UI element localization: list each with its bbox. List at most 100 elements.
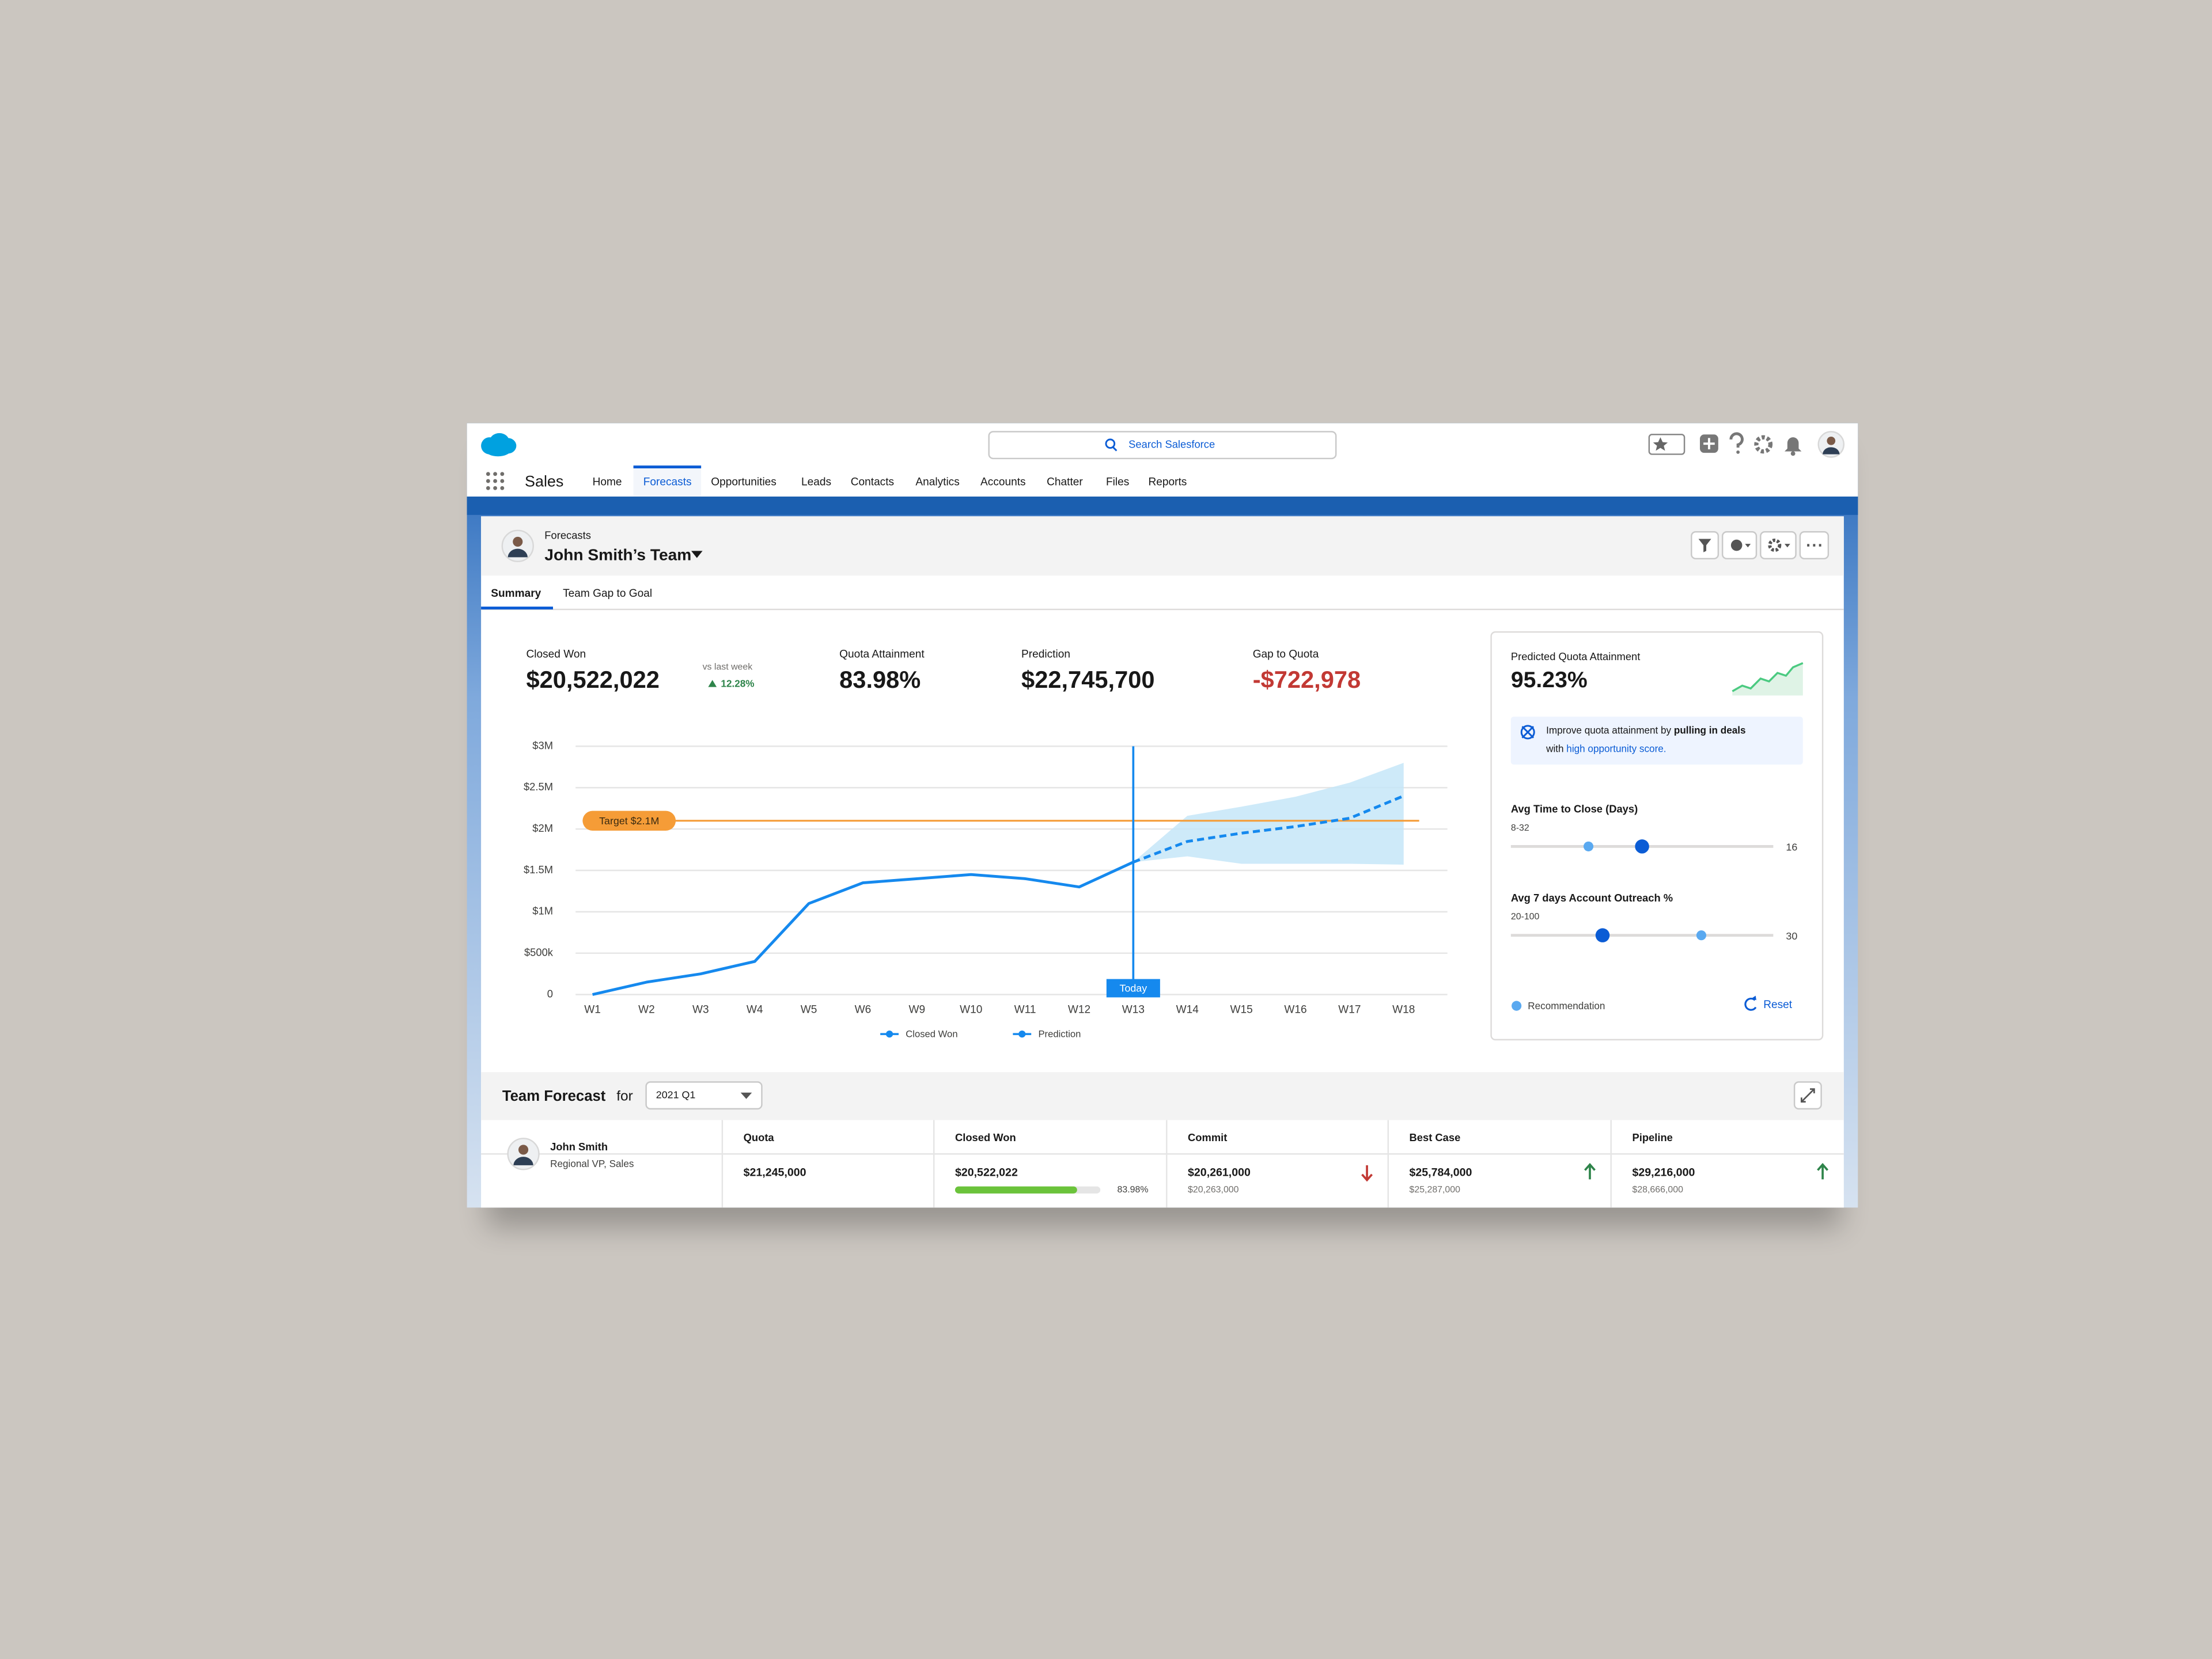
- column-header: Commit: [1188, 1131, 1227, 1143]
- y-tick-label: $2.5M: [524, 781, 553, 793]
- legend-label[interactable]: Closed Won: [906, 1029, 957, 1040]
- column-header: Best Case: [1410, 1131, 1461, 1143]
- kpi-value: $22,745,700: [1021, 666, 1154, 693]
- gear-icon: [1768, 539, 1782, 552]
- nav-item[interactable]: Opportunities: [711, 476, 777, 488]
- avatar-head: [518, 1145, 529, 1155]
- y-tick-label: $1.5M: [524, 863, 553, 876]
- favorites-button[interactable]: [1648, 434, 1685, 455]
- x-tick-label: W13: [1122, 1004, 1145, 1016]
- help-dot: [1736, 450, 1740, 454]
- kpi-label: Closed Won: [526, 648, 586, 660]
- legend-dot: [1018, 1030, 1026, 1038]
- sparkline: [1732, 662, 1804, 692]
- nav-item[interactable]: Chatter: [1047, 476, 1083, 488]
- notifications-button[interactable]: [1784, 437, 1802, 452]
- search-box[interactable]: [988, 431, 1337, 460]
- launcher-dot: [486, 486, 490, 490]
- person-name[interactable]: John Smith: [550, 1141, 608, 1153]
- launcher-dot: [500, 486, 505, 490]
- setup-button[interactable]: [1754, 435, 1773, 454]
- profile-avatar[interactable]: [1817, 431, 1845, 458]
- chart-icon: [1730, 539, 1743, 551]
- person-role: Regional VP, Sales: [550, 1158, 634, 1169]
- cell-value: $21,245,000: [744, 1166, 806, 1179]
- row-avatar: [507, 1138, 540, 1171]
- slider-thumb[interactable]: [1595, 928, 1610, 942]
- nav-item[interactable]: Contacts: [851, 476, 894, 488]
- kpi-change-label: vs last week: [703, 662, 753, 672]
- x-tick-label: W1: [584, 1004, 601, 1016]
- tip-icon-ring: [1520, 725, 1535, 740]
- reset-icon[interactable]: [1744, 997, 1757, 1011]
- period-caret: [740, 1092, 752, 1099]
- tip-icon-cross: [1521, 726, 1535, 738]
- app-name: Sales: [525, 473, 563, 490]
- launcher-dot: [493, 472, 498, 476]
- cell-previous: $20,263,000: [1188, 1185, 1239, 1195]
- nav-item[interactable]: Accounts: [980, 476, 1026, 488]
- tab[interactable]: Summary: [491, 588, 541, 600]
- kpi-label: Quota Attainment: [839, 648, 925, 660]
- active-tab-indicator: [481, 607, 553, 609]
- launcher-dot: [493, 479, 498, 483]
- nav-item[interactable]: Home: [593, 476, 622, 488]
- x-tick-label: W16: [1284, 1004, 1306, 1016]
- tip-text: with high opportunity score.: [1546, 743, 1666, 754]
- avatar-body: [513, 1157, 533, 1165]
- y-tick-label: $1M: [532, 905, 553, 917]
- bell-clapper: [1790, 451, 1796, 456]
- tab[interactable]: Team Gap to Goal: [563, 588, 652, 600]
- x-tick-label: W14: [1176, 1004, 1199, 1016]
- active-nav-bg: [633, 465, 702, 497]
- nav-item[interactable]: Reports: [1148, 476, 1187, 488]
- slider-range: 20-100: [1511, 912, 1540, 922]
- tip-text-part: with: [1546, 743, 1566, 754]
- reset-arrowhead: [1752, 995, 1756, 1001]
- x-tick-label: W10: [960, 1004, 982, 1016]
- progress-fill: [955, 1186, 1077, 1194]
- filter-icon: [1698, 539, 1711, 552]
- reset-button[interactable]: Reset: [1763, 999, 1793, 1011]
- trend-arrowhead: [1817, 1162, 1829, 1171]
- search-placeholder: Search Salesforce: [1128, 438, 1215, 450]
- slider-thumb[interactable]: [1635, 839, 1649, 854]
- y-tick-label: $2M: [532, 822, 553, 834]
- nav-item[interactable]: Analytics: [915, 476, 959, 488]
- progress-label: 83.98%: [1118, 1185, 1149, 1195]
- tip-text-part: Improve quota attainment by: [1546, 724, 1674, 736]
- help-button[interactable]: [1729, 432, 1744, 448]
- nav-item[interactable]: Leads: [801, 476, 831, 488]
- today-box: [1106, 979, 1160, 998]
- slider-1[interactable]: [1510, 839, 1774, 854]
- nav-item[interactable]: Files: [1106, 476, 1129, 488]
- app-launcher[interactable]: [486, 472, 505, 490]
- kpi-change-arrow: [708, 680, 717, 687]
- expand-icon: [1801, 1088, 1815, 1103]
- team-dropdown[interactable]: [691, 551, 703, 558]
- x-tick-label: W18: [1392, 1004, 1415, 1016]
- target-pill: [582, 810, 676, 831]
- legend-dot: [885, 1030, 893, 1038]
- kpi-value: -$722,978: [1253, 666, 1361, 693]
- trend-arrowhead: [1361, 1173, 1373, 1182]
- nav-item[interactable]: Forecasts: [643, 476, 692, 488]
- avatar-head: [1827, 436, 1836, 445]
- slider-label: Avg 7 days Account Outreach %: [1511, 892, 1673, 904]
- section-title: Team Forecast: [502, 1088, 606, 1104]
- kpi-label: Gap to Quota: [1253, 648, 1319, 660]
- slider-label: Avg Time to Close (Days): [1511, 803, 1638, 815]
- tip-text: Improve quota attainment by pulling in d…: [1546, 724, 1745, 736]
- slider-2[interactable]: [1510, 928, 1774, 942]
- plus-icon: [1703, 438, 1715, 449]
- legend-label[interactable]: Prediction: [1038, 1029, 1081, 1040]
- column-header: Pipeline: [1632, 1131, 1672, 1143]
- cell-value: $20,261,000: [1188, 1166, 1251, 1179]
- tip-link[interactable]: high opportunity score.: [1566, 743, 1666, 754]
- period-select[interactable]: [645, 1081, 763, 1110]
- x-tick-label: W3: [692, 1004, 709, 1016]
- kpi-value: $20,522,022: [526, 666, 659, 693]
- header-buttons: [1691, 531, 1830, 560]
